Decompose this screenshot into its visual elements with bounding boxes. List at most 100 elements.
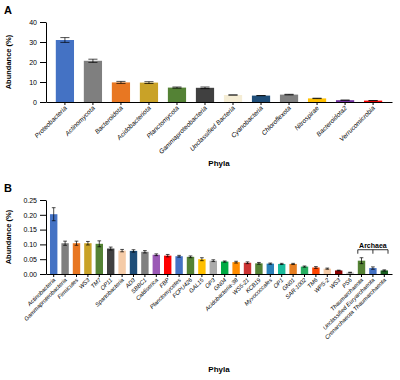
bar bbox=[289, 264, 296, 274]
tick: Gammaproteobacteria bbox=[157, 102, 209, 156]
error-bar bbox=[143, 251, 147, 253]
tick: WPS-2 bbox=[313, 274, 331, 294]
bar bbox=[141, 252, 148, 274]
tick-label: WS3 bbox=[328, 276, 342, 290]
error-bar bbox=[200, 258, 204, 261]
error-bar bbox=[97, 241, 101, 247]
tick-mark bbox=[40, 200, 46, 201]
x-axis-title: Phyla bbox=[208, 365, 230, 374]
tick-label: Proteobacteria bbox=[33, 104, 68, 139]
tick-mark bbox=[247, 274, 248, 277]
error-bar bbox=[189, 256, 193, 258]
error-bar bbox=[325, 268, 329, 269]
tick: 30 bbox=[29, 39, 46, 46]
y-axis-title: Abundance (%) bbox=[4, 34, 13, 89]
error-bar bbox=[341, 100, 350, 101]
axis-line bbox=[46, 201, 47, 275]
bar bbox=[56, 40, 74, 102]
tick-label: WS3 bbox=[78, 276, 92, 290]
bar bbox=[196, 88, 214, 102]
bar bbox=[140, 83, 158, 102]
bar bbox=[84, 243, 91, 274]
tick: Bacteroidota bbox=[93, 102, 124, 135]
tick: 20 bbox=[29, 59, 46, 66]
tick: Firmicutes bbox=[56, 274, 79, 300]
axis-line bbox=[46, 23, 47, 103]
tick-label: 30 bbox=[29, 39, 37, 46]
tick-mark bbox=[384, 274, 385, 277]
bar bbox=[73, 243, 80, 274]
x-axis: ProteobacteriaActinomycotaBacteroidotaAc… bbox=[33, 102, 392, 156]
tick-label: Chloroflexota bbox=[260, 104, 292, 136]
bar bbox=[255, 263, 262, 274]
tick: 0.00 bbox=[23, 271, 46, 278]
error-bar bbox=[313, 98, 322, 99]
tick-mark bbox=[317, 102, 318, 105]
error-bar bbox=[52, 208, 56, 221]
bar bbox=[175, 256, 182, 274]
tick-label: 0.00 bbox=[23, 271, 37, 278]
tick-mark bbox=[40, 82, 46, 83]
plot-area bbox=[50, 208, 388, 274]
error-bar bbox=[88, 59, 97, 62]
error-bar bbox=[228, 95, 237, 96]
error-bar bbox=[86, 241, 90, 245]
tick-mark bbox=[40, 102, 46, 103]
bar bbox=[61, 243, 68, 274]
tick-mark bbox=[40, 244, 46, 245]
tick-mark bbox=[40, 215, 46, 216]
bar bbox=[336, 100, 354, 102]
error-bar bbox=[382, 270, 386, 271]
annotation-text: Archaea bbox=[359, 242, 387, 249]
tick-label: Gammaproteobacteria bbox=[157, 104, 209, 156]
tick: Myxococcales bbox=[243, 274, 273, 307]
error-bar bbox=[116, 81, 125, 83]
tick-mark bbox=[233, 102, 234, 105]
bar bbox=[112, 82, 130, 102]
tick-mark bbox=[64, 102, 65, 105]
tick-label: 0.20 bbox=[23, 212, 37, 219]
tick-mark bbox=[179, 274, 180, 277]
tick-mark bbox=[122, 274, 123, 277]
tick: Unclassified Bacteria bbox=[188, 102, 236, 152]
tick-mark bbox=[40, 42, 46, 43]
tick: 0.20 bbox=[23, 212, 46, 219]
tick-mark bbox=[148, 102, 149, 105]
error-bar bbox=[314, 267, 318, 269]
error-bar bbox=[291, 263, 295, 264]
annotation-bracket bbox=[372, 250, 373, 254]
annotation: Archaea bbox=[358, 242, 388, 254]
tick-mark bbox=[40, 230, 46, 231]
x-axis-title: Phyla bbox=[208, 159, 230, 168]
error-bar bbox=[132, 250, 136, 252]
tick: Verrucomicrobia bbox=[338, 102, 377, 143]
tick-mark bbox=[350, 274, 351, 277]
error-bar bbox=[268, 263, 272, 264]
tick-mark bbox=[327, 274, 328, 277]
tick-mark bbox=[289, 102, 290, 105]
tick-mark bbox=[40, 274, 46, 275]
error-bar bbox=[75, 241, 79, 245]
bar bbox=[198, 259, 205, 274]
plot-area bbox=[56, 38, 382, 102]
error-bar bbox=[284, 94, 293, 96]
error-bar bbox=[177, 255, 181, 257]
tick-mark bbox=[258, 274, 259, 277]
y-axis: 0.000.050.100.150.200.25 bbox=[23, 197, 46, 278]
error-bar bbox=[337, 270, 341, 272]
bar bbox=[278, 264, 285, 274]
error-bar bbox=[144, 82, 153, 84]
tick-label: Firmicutes bbox=[56, 277, 79, 300]
bar bbox=[280, 95, 298, 102]
error-bar bbox=[280, 263, 284, 264]
x-axis: ActinobacteriaGammaproteobacteriaFirmicu… bbox=[23, 274, 393, 340]
tick-label: 0 bbox=[33, 99, 37, 106]
tick-label: Myxococcales bbox=[243, 277, 273, 307]
bar bbox=[308, 98, 326, 102]
bar bbox=[153, 255, 160, 274]
tick-label: SAR-1002 bbox=[284, 276, 308, 300]
error-bar bbox=[360, 258, 364, 264]
bar bbox=[118, 251, 125, 274]
tick-label: Spartobacteria bbox=[94, 276, 125, 307]
error-bar bbox=[109, 247, 113, 250]
